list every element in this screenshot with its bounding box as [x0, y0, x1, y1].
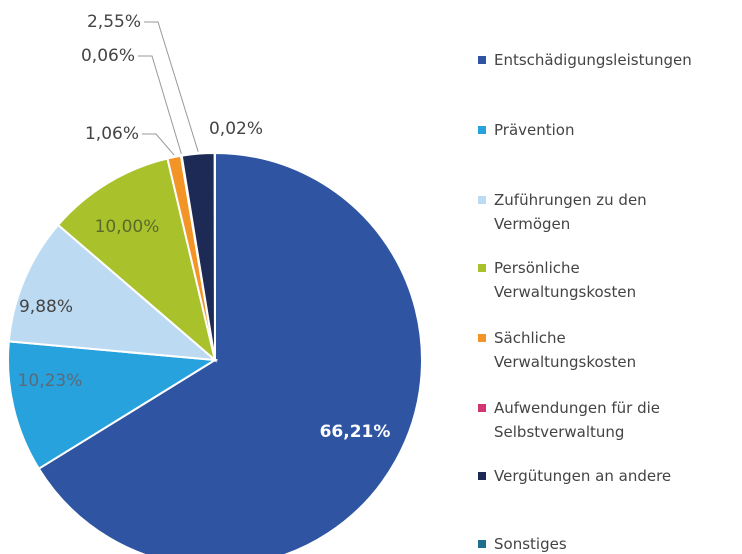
data-label: 2,55%	[87, 12, 141, 32]
legend-item: Vergütungen an andere	[478, 464, 704, 488]
legend-swatch	[478, 264, 486, 272]
legend-swatch	[478, 404, 486, 412]
legend-swatch	[478, 126, 486, 134]
legend-label: Zuführungen zu den Vermögen	[494, 191, 647, 233]
legend-item: Prävention	[478, 118, 704, 142]
data-label: 10,00%	[95, 217, 160, 237]
legend-item: Sonstiges	[478, 532, 704, 554]
pie-slice	[7, 223, 219, 362]
data-label: 66,21%	[320, 422, 391, 442]
legend-item: Entschädigungsleistungen	[478, 48, 704, 72]
leader-line	[142, 133, 175, 156]
pie-slice	[56, 157, 217, 363]
legend-label: Prävention	[494, 121, 575, 139]
pie-slice	[7, 340, 219, 471]
legend-swatch	[478, 334, 486, 342]
leader-line	[138, 55, 182, 154]
legend-label: Sächliche Verwaltungskosten	[494, 329, 637, 371]
legend-label: Vergütungen an andere	[494, 467, 672, 485]
legend-label: Aufwendungen für die Selbstverwaltung	[494, 399, 660, 441]
data-label: 9,88%	[19, 297, 73, 317]
leader-line	[144, 21, 199, 152]
legend-swatch	[478, 472, 486, 480]
data-label: 0,02%	[209, 119, 263, 139]
legend-swatch	[478, 540, 486, 548]
legend-label: Entschädigungsleistungen	[494, 51, 692, 69]
data-label: 10,23%	[18, 371, 83, 391]
legend-item: Sächliche Verwaltungskosten	[478, 326, 704, 374]
legend-swatch	[478, 56, 486, 64]
legend-label: Sonstiges	[494, 535, 567, 553]
legend-item: Persönliche Verwaltungskosten	[478, 256, 704, 304]
legend-label: Persönliche Verwaltungskosten	[494, 259, 637, 301]
legend-item: Aufwendungen für die Selbstverwaltung	[478, 396, 704, 444]
data-label: 1,06%	[85, 124, 139, 144]
legend-swatch	[478, 196, 486, 204]
data-label: 0,06%	[81, 46, 135, 66]
legend-item: Zuführungen zu den Vermögen	[478, 188, 704, 236]
pie-slice	[37, 151, 423, 554]
